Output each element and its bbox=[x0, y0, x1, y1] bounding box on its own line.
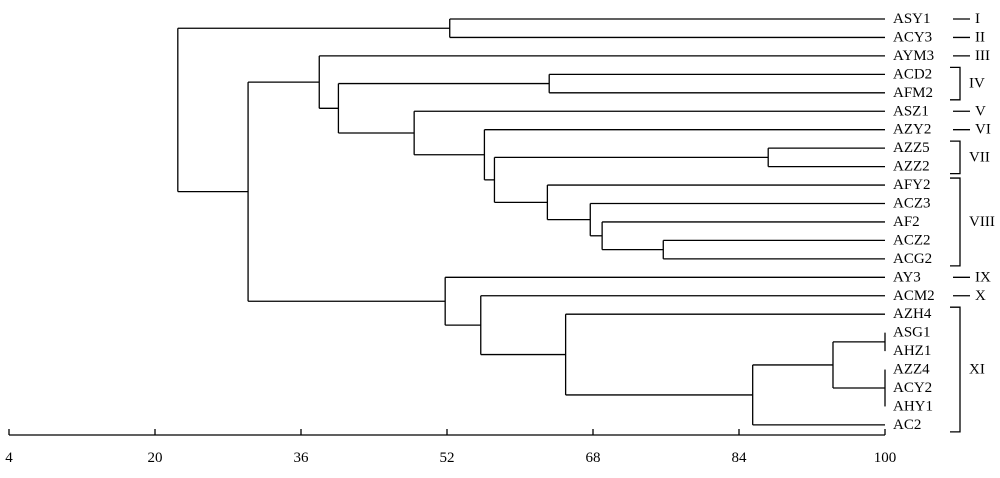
leaf-label: ASY1 bbox=[893, 11, 931, 27]
leaf-label: AZZ2 bbox=[893, 159, 930, 175]
tick-label: 4 bbox=[5, 450, 13, 466]
leaf-label: ACY2 bbox=[893, 380, 932, 396]
group-bracket bbox=[950, 140, 961, 175]
leaf-label: AC2 bbox=[893, 417, 921, 433]
group-label: II bbox=[975, 29, 985, 45]
leaf-label: AHY1 bbox=[893, 398, 933, 414]
leaf-label: ASG1 bbox=[893, 325, 931, 341]
leaf-label: ACZ2 bbox=[893, 232, 931, 248]
leaf-label: AFM2 bbox=[893, 85, 933, 101]
group-bracket bbox=[950, 66, 961, 101]
leaf-label: AHZ1 bbox=[893, 343, 931, 359]
leaf-label: ACZ3 bbox=[893, 196, 931, 212]
leaf-label: ASZ1 bbox=[893, 103, 929, 119]
group-label: XI bbox=[969, 362, 985, 378]
group-label: V bbox=[975, 103, 986, 119]
group-bracket bbox=[950, 306, 961, 433]
leaf-label: AY3 bbox=[893, 269, 921, 285]
tick-label: 20 bbox=[148, 450, 163, 466]
dendrogram-branches bbox=[177, 18, 886, 426]
group-label: VI bbox=[975, 122, 991, 138]
leaf-label: ACD2 bbox=[893, 66, 932, 82]
group-label: IV bbox=[969, 76, 985, 92]
tick-label: 68 bbox=[586, 450, 601, 466]
group-label: IX bbox=[975, 269, 991, 285]
leaf-label: AFY2 bbox=[893, 177, 931, 193]
leaf-label: AZZ5 bbox=[893, 140, 930, 156]
group-label: I bbox=[975, 11, 980, 27]
leaf-label: AZY2 bbox=[893, 122, 931, 138]
tick-label: 36 bbox=[294, 450, 310, 466]
group-label: III bbox=[975, 48, 990, 64]
tick-label: 84 bbox=[732, 450, 748, 466]
leaf-label: ACM2 bbox=[893, 288, 935, 304]
leaf-labels: ASY1 ACY3 AYM3 ACD2 AFM2 ASZ1 AZY2 AZZ5 AZZ2 AFY2… bbox=[893, 11, 935, 433]
leaf-label: AF2 bbox=[893, 214, 920, 230]
group-label: VII bbox=[969, 149, 990, 165]
leaf-label: AZH4 bbox=[893, 306, 932, 322]
group-bracket bbox=[950, 177, 961, 267]
leaf-label: ACY3 bbox=[893, 29, 932, 45]
tick-label: 100 bbox=[874, 450, 897, 466]
tick-label: 52 bbox=[440, 450, 455, 466]
leaf-label: ACG2 bbox=[893, 251, 932, 267]
similarity-axis: 4 20 36 52 68 84 100 bbox=[5, 429, 896, 466]
group-label: X bbox=[975, 288, 986, 304]
leaf-label: AZZ4 bbox=[893, 362, 930, 378]
group-label: VIII bbox=[969, 214, 995, 230]
leaf-label: AYM3 bbox=[893, 48, 934, 64]
